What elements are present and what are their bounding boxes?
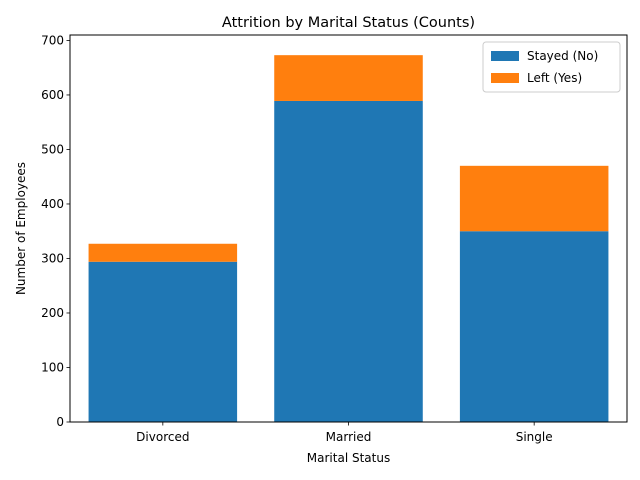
y-tick-label: 700 <box>41 33 64 47</box>
y-tick-label: 500 <box>41 142 64 156</box>
legend: Stayed (No) Left (Yes) <box>482 41 621 93</box>
y-axis-title: Number of Employees <box>14 162 28 295</box>
y-tick-label: 400 <box>41 197 64 211</box>
bar-married-series-1 <box>274 100 423 422</box>
legend-label-1: Stayed (No) <box>527 49 598 63</box>
plot-area-frame <box>69 34 628 423</box>
y-tick-label: 100 <box>41 360 64 374</box>
chart-title: Attrition by Marital Status (Counts) <box>222 15 475 31</box>
legend-swatch-1 <box>491 51 519 61</box>
legend-label-2: Left (Yes) <box>527 71 582 85</box>
y-tick-label: 300 <box>41 251 64 265</box>
x-tick-label-married: Married <box>326 430 372 444</box>
x-tick-label-divorced: Divorced <box>136 430 189 444</box>
bar-single-series-1 <box>459 231 609 422</box>
legend-swatch-2 <box>491 73 519 83</box>
bars-group <box>88 55 609 422</box>
x-axis-title: Marital Status <box>307 451 390 465</box>
y-tick-label: 600 <box>41 88 64 102</box>
y-axis-ticks: 0 100 200 300 400 500 600 700 <box>41 33 70 429</box>
bar-single-series-2 <box>459 165 609 232</box>
y-tick-label: 0 <box>56 415 64 429</box>
y-tick-label: 200 <box>41 306 64 320</box>
bar-married-series-2 <box>274 55 423 101</box>
bar-divorced-series-1 <box>88 261 238 422</box>
x-tick-label-single: Single <box>516 430 553 444</box>
x-axis-ticks: Divorced Married Single <box>136 422 553 444</box>
bar-divorced-series-2 <box>88 243 238 262</box>
